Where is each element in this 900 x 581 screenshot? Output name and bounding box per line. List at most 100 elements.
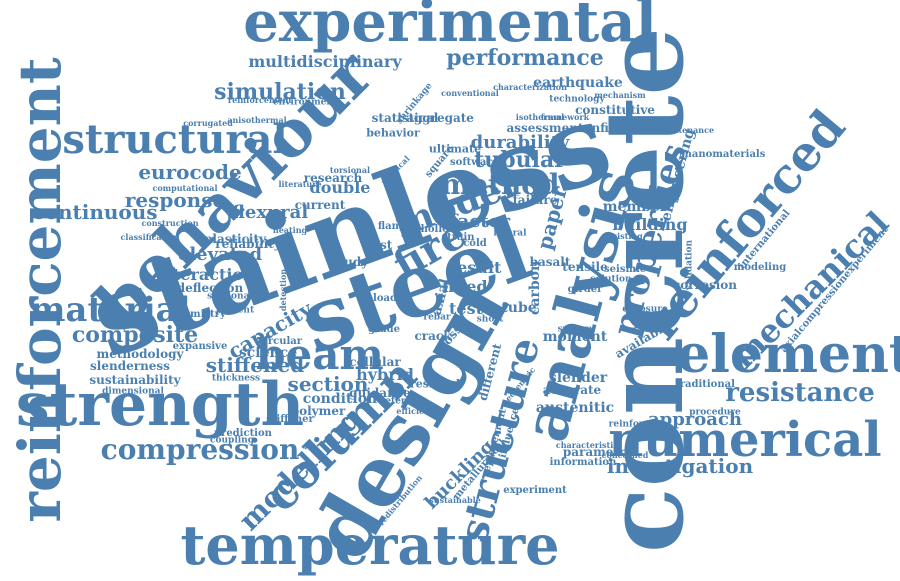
word-literature: literature <box>278 179 322 189</box>
word-guidance: guidance <box>349 386 411 400</box>
word-failure: failure <box>512 193 558 207</box>
word-response: response <box>124 188 226 212</box>
word-plasticity: plasticity <box>204 232 266 246</box>
word-isothermal: isothermal <box>515 112 565 122</box>
word-existing: existing <box>607 231 643 241</box>
word-durability: durability <box>470 132 570 153</box>
word-heating: heating <box>272 225 308 235</box>
word-elevated: elevated <box>177 244 263 265</box>
word-system: system <box>557 324 593 335</box>
word-classification: classification <box>120 232 180 242</box>
word-computational: computational <box>152 183 218 193</box>
word-constitutive: constitutive <box>575 103 655 117</box>
word-deflection: deflection <box>176 281 244 295</box>
word-short: short <box>476 314 504 325</box>
word-earthquake: earthquake <box>533 75 623 91</box>
word-residual: residual <box>409 377 461 391</box>
word-research: research <box>303 171 363 185</box>
word-prediction: prediction <box>214 428 272 439</box>
word-experimental: experimental <box>243 0 657 55</box>
word-method: method <box>440 168 560 201</box>
word-expansive: expansive <box>172 341 228 352</box>
word-modeling: modeling <box>733 262 787 273</box>
word-material: material <box>29 290 191 330</box>
word-compression: compression <box>100 433 300 466</box>
word-composite: composite <box>71 322 199 348</box>
word-stiffened: stiffened <box>205 353 305 377</box>
word-traditional: traditional <box>675 379 735 390</box>
word-simulation: simulation <box>214 79 346 105</box>
word-cold: cold <box>463 238 487 249</box>
word-detection: detection <box>278 268 288 312</box>
word-ultimate: ultimate <box>428 142 482 156</box>
word-multidisciplinary: multidisciplinary <box>248 52 402 71</box>
word-technology: technology <box>549 94 605 105</box>
word-section: section <box>287 372 369 396</box>
word-hollow: hollow <box>420 224 458 235</box>
word-thickness: thickness <box>211 373 261 384</box>
word-software: software <box>450 157 498 168</box>
word-hybrid: hybrid <box>356 365 414 384</box>
word-polymer: polymer <box>290 404 346 418</box>
word-slenderness: slenderness <box>90 359 170 373</box>
word-maintenance: maintenance <box>655 125 715 135</box>
word-behavior: behavior <box>366 126 420 140</box>
word-reliability: reliability <box>215 237 281 251</box>
word-corrosion: corrosion <box>672 278 738 292</box>
word-characterization: characterization <box>493 82 567 92</box>
word-flexural: flexural <box>231 202 309 223</box>
word-experiment: experiment <box>503 485 567 496</box>
word-austenitic: austenitic <box>535 400 615 416</box>
word-information: information <box>549 457 617 468</box>
word-rebar: rebar <box>423 312 451 323</box>
word-methodology: methodology <box>96 347 184 361</box>
word-conventional: conventional <box>441 88 499 98</box>
word-steel2: reinforcement <box>227 95 293 105</box>
word-procedure: procedure <box>689 407 741 418</box>
word-corrugated: corrugated <box>183 118 233 128</box>
word-accurate: accurate <box>542 383 602 397</box>
word-sustainability: sustainability <box>89 373 181 387</box>
word-sustainable: sustainable <box>429 495 481 505</box>
word-interaction2: chemistry <box>170 309 226 320</box>
word-investigation: investigation <box>606 454 754 478</box>
word-present: present <box>215 305 255 316</box>
word-mechanism: mechanism <box>594 90 646 100</box>
word-coupling: coupling <box>210 435 254 446</box>
word-environment: environment <box>272 97 338 108</box>
word-approach: approach <box>647 409 743 430</box>
word-crack: crack <box>414 329 452 343</box>
word-building: building <box>612 215 688 234</box>
word-girder: girder <box>567 284 603 295</box>
word-anisothermal: anisothermal <box>227 115 287 125</box>
word-post: post <box>363 238 393 252</box>
word-torsional: torsional <box>329 165 371 175</box>
word-moment: moment <box>542 329 608 345</box>
word-stiffener: stiffener <box>266 414 314 425</box>
word-tubular: tubular <box>474 147 566 173</box>
word-current: current <box>294 198 346 212</box>
word-strength: strength <box>15 370 305 440</box>
word-science: science <box>238 345 298 361</box>
word-carbon: carbon <box>527 260 543 316</box>
word-tensile: tensile <box>562 260 608 274</box>
word-dimensional: dimensional <box>102 386 164 397</box>
word-numerical: numerical <box>608 412 882 468</box>
word-structural: structural <box>62 116 288 163</box>
word-resistance: resistance <box>725 378 875 408</box>
word-basalt: basalt <box>529 255 571 269</box>
word-parametric: parametric <box>562 445 638 459</box>
word-study: study <box>331 255 369 269</box>
word-lateral: lateral <box>493 228 527 239</box>
word-framework: framework <box>540 112 590 122</box>
word-aggregate: aggregate <box>406 111 474 125</box>
word-beam: beam <box>256 330 384 379</box>
word-statistical: statistical <box>371 111 439 125</box>
word-validation: validation <box>684 239 695 291</box>
word-performance: performance <box>446 45 604 71</box>
word-tube: tube <box>501 300 537 316</box>
word-characteristic: characteristic <box>555 440 619 450</box>
word-circular: circular <box>257 336 303 347</box>
word-factor: factor <box>449 211 511 232</box>
